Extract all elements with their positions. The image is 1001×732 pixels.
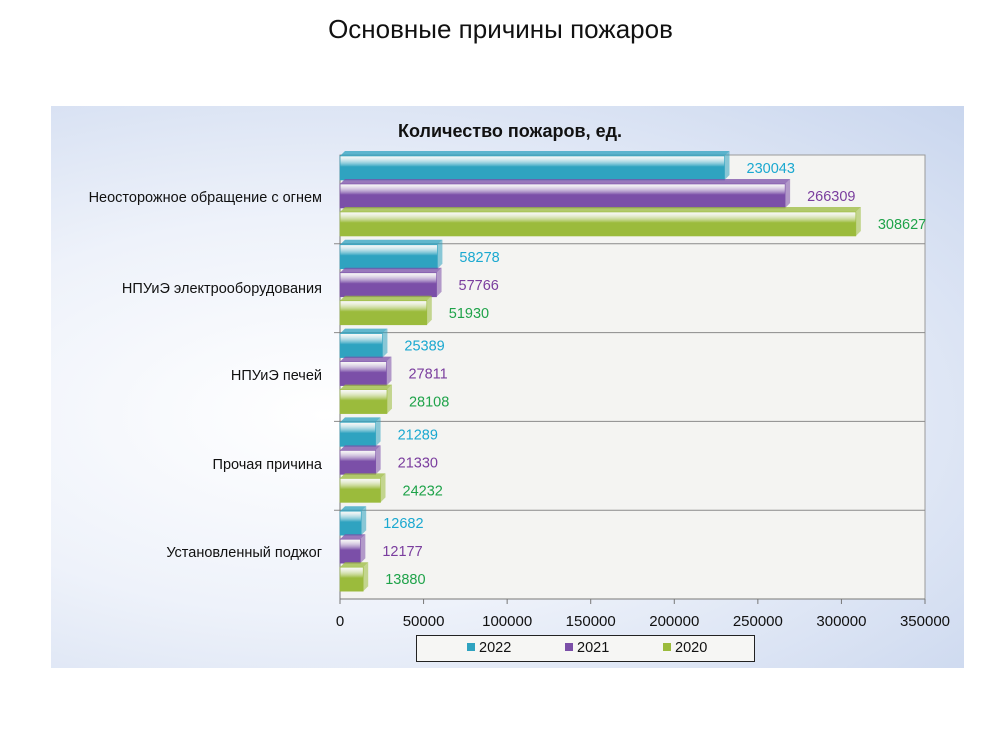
bar [339,538,361,564]
bar [339,272,437,298]
bar-side-face [785,179,791,208]
data-label: 57766 [459,278,499,294]
bar [339,183,786,209]
bar-top-face [340,473,386,479]
bar-top-face [340,295,432,301]
bar [339,361,387,386]
bar-top-face [340,445,381,451]
legend-item-2020: 2020 [663,640,707,656]
data-label: 230043 [747,161,795,177]
legend-swatch-2020 [663,643,671,651]
legend-label-2021: 2021 [577,640,610,656]
bar-top-face [340,328,388,334]
chart-panel: Количество пожаров, ед. Неосторожное обр… [51,106,964,668]
data-label: 13880 [385,572,425,588]
x-tick-label: 200000 [649,613,699,630]
legend-swatch-2022 [467,643,475,651]
bar-side-face [724,151,730,180]
data-label: 27811 [408,367,447,383]
category-label-other: Прочая причина [212,457,322,473]
bar-side-face [361,506,367,536]
bar-side-face [382,328,388,358]
bar-top-face [340,506,367,512]
bar [339,566,364,592]
bar [339,450,376,475]
bar-top-face [340,562,369,568]
bar [339,155,725,181]
x-tick-label: 50000 [403,613,445,630]
bar-top-face [340,267,442,273]
data-label: 28108 [409,395,449,411]
x-tick-label: 300000 [816,613,866,630]
bar [339,422,376,447]
bar-side-face [855,207,861,236]
bar-top-face [340,384,392,390]
bar-top-face [340,239,443,245]
bar-side-face [386,384,392,414]
x-tick-label: 150000 [566,613,616,630]
bar-plot: 0 50000 100000 150000 200000 250000 300000 3500… [334,151,950,630]
bar-side-face [360,534,366,564]
data-label: 58278 [459,250,499,266]
data-label: 25389 [404,339,444,355]
data-label: 51930 [449,306,489,322]
chart-title: Количество пожаров, ед. [397,121,623,141]
x-tick-label: 250000 [733,613,783,630]
bar-top-face [340,207,861,212]
bar [339,510,362,536]
bar [339,300,428,326]
bar-side-face [375,417,381,447]
bar-top-face [340,151,730,156]
bar [339,389,388,414]
page-title: Основные причины пожаров [328,14,673,44]
data-label: 308627 [878,217,926,233]
bar-top-face [340,179,791,184]
data-label: 12682 [383,516,423,532]
legend-label-2020: 2020 [675,640,708,656]
legend-swatch-2021 [565,643,573,651]
bar-side-face [380,473,386,503]
bar-side-face [436,267,442,297]
bar [339,478,381,503]
x-tick-label: 0 [336,613,344,630]
bar-side-face [363,562,369,592]
category-label-stoves: НПУиЭ печей [230,368,322,384]
bar-side-face [386,356,392,386]
bar-top-face [340,356,392,362]
bar [339,211,857,237]
bar [339,244,438,270]
x-tick-label: 100000 [482,613,532,630]
legend-item-2021: 2021 [565,640,609,656]
bar-top-face [340,417,381,423]
bar-side-face [375,445,381,475]
data-label: 24232 [403,483,443,499]
data-label: 12177 [382,544,422,560]
data-label: 21289 [398,427,438,443]
legend-label-2022: 2022 [479,640,512,656]
bar-side-face [426,295,432,325]
legend: 2022 2021 2020 [416,635,755,662]
legend-item-2022: 2022 [467,640,511,656]
data-label: 266309 [807,189,855,205]
category-label-arson: Установленный поджог [166,545,322,561]
bar-side-face [437,239,443,269]
bar-top-face [340,534,366,540]
category-label-electrical: НПУиЭ электрооборудования [121,281,322,297]
data-label: 21330 [398,455,438,471]
bar [339,333,383,358]
category-label-careless-fire: Неосторожное обращение с огнем [88,190,322,206]
x-tick-label: 350000 [900,613,950,630]
